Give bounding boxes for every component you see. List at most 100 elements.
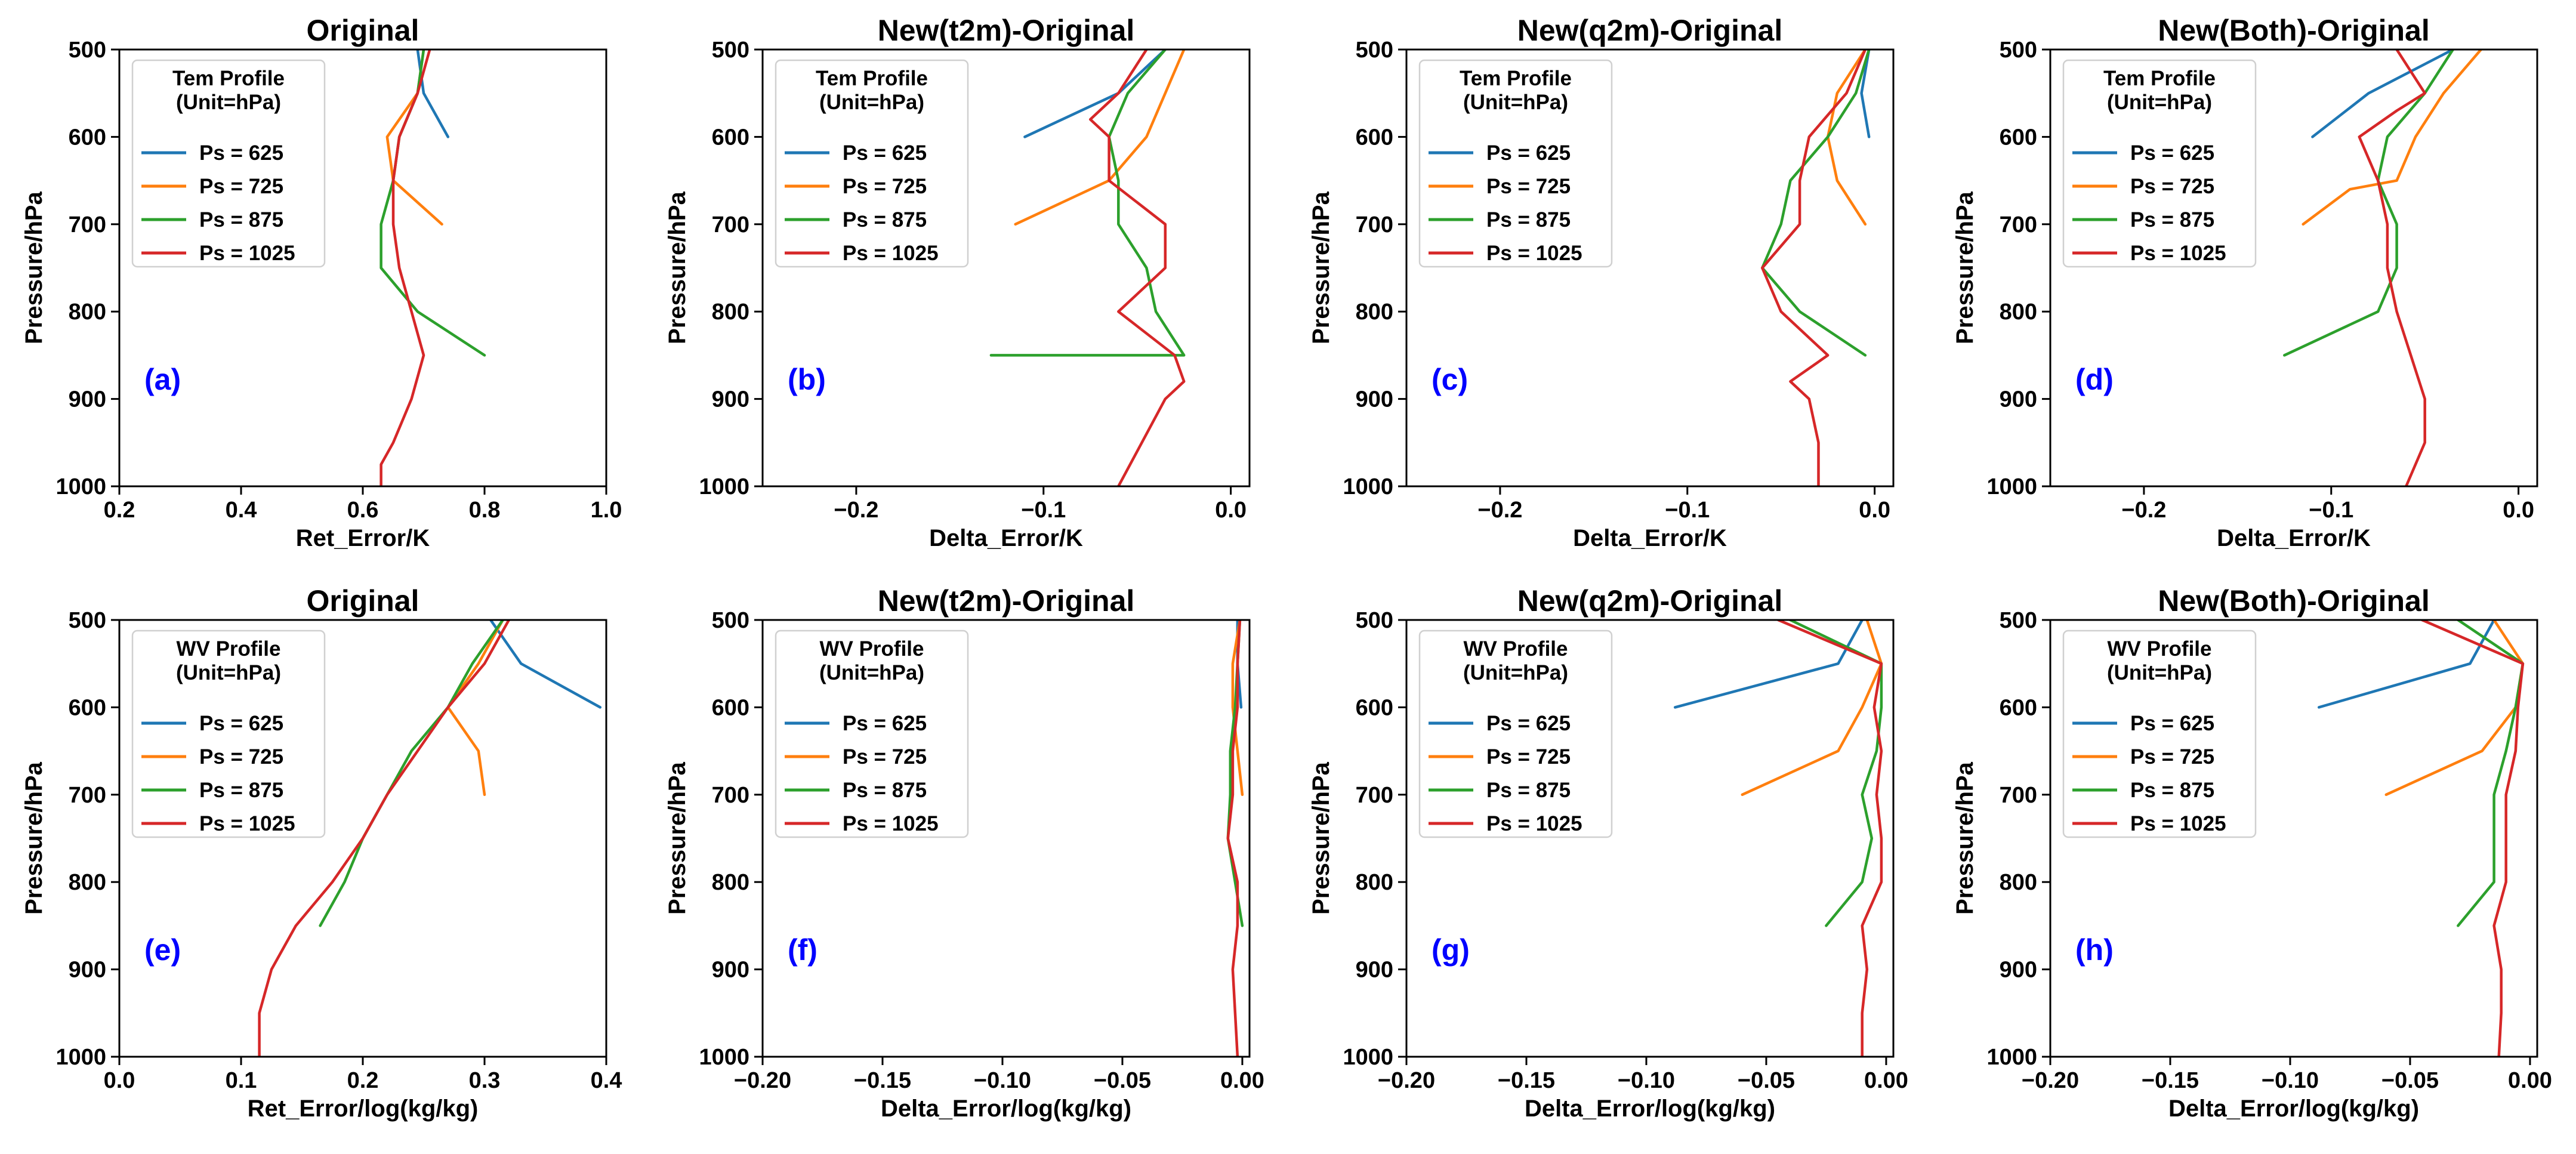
legend-title: Tem Profile [1460,67,1572,90]
y-tick-label: 900 [69,387,106,412]
y-tick-label: 800 [69,300,106,325]
x-axis-label: Delta_Error/K [1573,525,1727,551]
x-tick-label: −0.1 [2309,498,2353,523]
panel-a: 0.2 0.4 0.6 0.8 1.0 500 600 700 800 900 1000 Origin… [21,14,622,551]
series-line-2 [1231,620,1244,797]
legend-entry-label: Ps = 875 [1486,208,1571,232]
y-tick-label: 500 [1356,608,1393,633]
panel-e: 0.0 0.1 0.2 0.3 0.4 500 600 700 800 900 1000 Origin… [21,584,622,1122]
panel-label: (a) [144,363,181,396]
y-tick-label: 800 [1356,870,1393,895]
legend-entry-label: Ps = 1025 [843,242,939,265]
legend-title: Tem Profile [816,67,928,90]
panel-f: −0.20 −0.15 −0.10 −0.05 0.00 500 600 700 800 900 1… [664,584,1264,1122]
y-tick-label: 1000 [1986,1045,2037,1070]
x-tick-label: −0.05 [1094,1068,1151,1093]
y-axis-label: Pressure/hPa [1952,191,1978,344]
series-lines [1673,620,1883,1057]
legend-frame [775,630,969,838]
legend-title: (Unit=hPa) [1463,661,1568,684]
series-line-4 [1226,620,1242,1057]
y-axis-label: Pressure/hPa [21,191,47,344]
legend-frame [1418,59,1613,268]
x-tick-label: −0.1 [1665,498,1710,523]
x-tick-label: 0.6 [347,498,379,523]
y-axis-label: Pressure/hPa [1308,191,1334,344]
y-tick-label: 600 [2000,695,2037,720]
y-tick-label: 800 [2000,870,2037,895]
chart-title: New(q2m)-Original [1517,584,1782,618]
legend-entry-label: Ps = 725 [199,175,283,198]
legend-entry-label: Ps = 625 [199,141,283,165]
panel-label: (f) [788,933,817,967]
y-tick-label: 600 [69,695,106,720]
legend-entry-label: Ps = 725 [843,175,927,198]
chart-title: New(Both)-Original [2158,14,2430,47]
x-tick-label: 0.8 [469,498,501,523]
legend-title: WV Profile [1463,637,1568,661]
x-tick-label: 1.0 [591,498,622,523]
x-tick-label: −0.05 [2381,1068,2439,1093]
x-tick-label: 0.00 [2508,1068,2552,1093]
legend-entry-label: Ps = 875 [2130,779,2214,802]
y-tick-label: 800 [2000,300,2037,325]
legend-entry-label: Ps = 625 [843,141,927,165]
y-tick-label: 500 [69,38,106,63]
legend-entry-label: Ps = 625 [2130,712,2214,735]
legend-title: (Unit=hPa) [2107,661,2212,684]
axes-frame [1405,619,1895,1058]
series-line-1 [2311,50,2455,138]
x-tick-label: 0.0 [2503,498,2534,523]
series-lines [989,50,1186,486]
legend: WV Profile(Unit=hPa) Ps = 625 Ps = 725 Ps =… [2062,630,2257,838]
x-tick-label: 0.2 [104,498,135,523]
legend-entry-label: Ps = 875 [199,208,283,232]
legend-entry-label: Ps = 875 [843,208,927,232]
legend: Tem Profile(Unit=hPa) Ps = 625 Ps = 725 Ps … [775,59,969,268]
legend-entry-label: Ps = 625 [2130,141,2214,165]
panel-label: (g) [1432,933,1470,967]
x-tick-label: −0.2 [1477,498,1522,523]
legend-frame [2062,59,2257,268]
x-tick-label: −0.10 [2262,1068,2319,1093]
y-tick-label: 1000 [1343,474,1393,499]
x-tick-label: 0.4 [591,1068,622,1093]
legend-entry-label: Ps = 875 [843,779,927,802]
panel-label: (c) [1432,363,1468,396]
y-axis-label: Pressure/hPa [21,761,47,914]
x-axis-label: Ret_Error/log(kg/kg) [248,1096,479,1122]
x-tick-label: 0.00 [1220,1068,1264,1093]
legend-entry-label: Ps = 875 [1486,779,1571,802]
series-line-4 [258,620,511,1057]
legend-entry-label: Ps = 725 [843,745,927,769]
chart-title: New(t2m)-Original [878,14,1135,47]
y-tick-label: 700 [69,212,106,237]
series-line-3 [1761,50,1871,357]
legend-frame [775,59,969,268]
x-axis-label: Delta_Error/K [929,525,1083,551]
y-tick-label: 600 [2000,125,2037,150]
axes-frame [1405,48,1895,487]
chart-title: New(t2m)-Original [878,584,1135,618]
legend-entry-label: Ps = 1025 [843,812,939,835]
series-lines [380,50,486,486]
series-lines [2283,50,2483,486]
legend-entry-label: Ps = 1025 [199,812,295,835]
x-tick-label: 0.3 [469,1068,501,1093]
legend-entry-label: Ps = 1025 [2130,812,2226,835]
panel-label: (d) [2075,363,2114,396]
x-tick-label: −0.15 [854,1068,911,1093]
y-tick-label: 700 [1356,783,1393,808]
legend: WV Profile(Unit=hPa) Ps = 625 Ps = 725 Ps =… [1418,630,1613,838]
legend-entry-label: Ps = 725 [2130,175,2214,198]
series-line-3 [319,620,504,927]
axes-frame [761,619,1251,1058]
panel-label: (b) [788,363,826,396]
legend-title: Tem Profile [172,67,285,90]
legend-title: WV Profile [2107,637,2211,661]
series-line-1 [1860,50,1871,138]
legend: Tem Profile(Unit=hPa) Ps = 625 Ps = 725 Ps … [1418,59,1613,268]
panel-d: −0.2 −0.1 0.0 500 600 700 800 900 1000 New(Both)-… [1952,14,2538,551]
chart-title: Original [307,584,419,618]
y-tick-label: 1000 [55,474,106,499]
